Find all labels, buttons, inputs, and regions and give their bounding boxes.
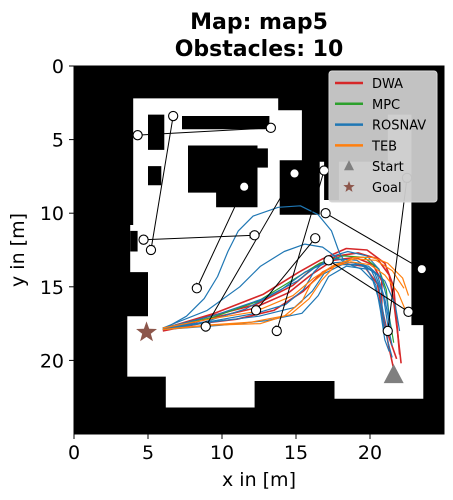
obstacle-5 xyxy=(256,148,268,168)
obstacle-1 xyxy=(148,114,165,150)
goal-marker xyxy=(136,321,157,342)
trajectory-dwa-4 xyxy=(165,247,401,355)
waypoint-link-7 xyxy=(325,212,423,270)
obstacle-7 xyxy=(130,230,138,252)
x-tick-label-20: 20 xyxy=(358,442,382,464)
waypoint-8 xyxy=(191,283,202,294)
x-tick-label-15: 15 xyxy=(284,442,308,464)
start-goal-layer xyxy=(136,321,404,384)
y-tick-label-20: 20 xyxy=(40,350,64,372)
waypoint-link-9 xyxy=(255,237,316,312)
chart-title-line2: Obstacles: 10 xyxy=(175,37,344,62)
trajectory-rosnav-6 xyxy=(164,258,393,346)
waypoint-link-4 xyxy=(196,186,245,290)
start-marker xyxy=(383,364,404,384)
x-tick-label-10: 10 xyxy=(210,442,234,464)
waypoint-20 xyxy=(323,255,334,266)
legend-label-rosnav: ROSNAV xyxy=(372,119,426,134)
trajectory-teb-1 xyxy=(162,256,410,331)
waypoint-11 xyxy=(318,165,330,176)
trajectory-rosnav-1 xyxy=(162,205,393,358)
legend-swatch-start xyxy=(344,160,354,171)
obstacle-layer xyxy=(130,114,385,252)
waypoint-link-2 xyxy=(148,115,174,251)
chart-title-line1: Map: map5 xyxy=(190,10,328,35)
waypoint-link-3 xyxy=(143,232,256,241)
legend-label-teb: TEB xyxy=(371,139,397,154)
x-tick-label-0: 0 xyxy=(68,442,80,464)
trajectory-rosnav-4 xyxy=(164,265,390,352)
obstacle-6 xyxy=(148,166,162,186)
waypoint-link-layer xyxy=(137,115,423,332)
waypoint-7 xyxy=(239,181,250,192)
waypoint-13 xyxy=(320,208,331,219)
y-tick-label-15: 15 xyxy=(40,277,64,299)
waypoint-2 xyxy=(265,122,276,133)
waypoint-3 xyxy=(168,110,179,122)
waypoint-5 xyxy=(138,234,149,245)
y-tick-label-5: 5 xyxy=(52,130,64,152)
obstacle-3 xyxy=(188,145,224,193)
waypoint-layer xyxy=(132,110,427,337)
waypoint-12 xyxy=(271,325,282,337)
waypoint-19 xyxy=(403,306,414,317)
legend-label-dwa: DWA xyxy=(372,77,403,92)
waypoint-link-5 xyxy=(205,173,295,328)
y-axis-ticks: 0 5 10 15 20 xyxy=(40,56,74,372)
legend-label-start: Start xyxy=(372,160,404,175)
plot-frame xyxy=(73,65,445,435)
trajectory-teb-3 xyxy=(162,258,405,329)
waypoint-17 xyxy=(310,233,321,244)
trajectory-teb-2 xyxy=(164,261,407,331)
legend-label-goal: Goal xyxy=(372,181,402,196)
x-axis-label: x in [m] xyxy=(222,469,296,491)
waypoint-link-1 xyxy=(137,125,272,136)
obstacle-4 xyxy=(216,145,258,208)
y-axis-label: y in [m] xyxy=(7,213,29,287)
legend: DWA MPC ROSNAV TEB Start Goal xyxy=(328,70,438,203)
trajectory-rosnav-7 xyxy=(162,264,392,332)
trajectory-dwa-2 xyxy=(164,252,402,364)
x-axis-ticks: 0 5 10 15 20 xyxy=(68,434,382,464)
waypoint-9 xyxy=(289,168,300,179)
y-tick-label-10: 10 xyxy=(40,203,64,225)
waypoint-link-8 xyxy=(387,176,410,332)
x-tick-label-5: 5 xyxy=(142,442,154,464)
waypoint-link-6 xyxy=(275,170,325,332)
waypoint-18 xyxy=(250,305,262,316)
legend-label-mpc: MPC xyxy=(372,98,400,113)
obstacle-2 xyxy=(182,116,270,130)
waypoint-4 xyxy=(145,244,157,256)
y-tick-label-0: 0 xyxy=(52,56,64,78)
waypoint-10 xyxy=(200,321,211,332)
waypoint-link-10 xyxy=(327,259,409,313)
waypoint-1 xyxy=(132,130,143,141)
waypoint-6 xyxy=(249,230,260,241)
waypoint-14 xyxy=(416,263,427,275)
waypoint-15 xyxy=(382,325,393,337)
legend-swatch-goal xyxy=(343,181,355,192)
